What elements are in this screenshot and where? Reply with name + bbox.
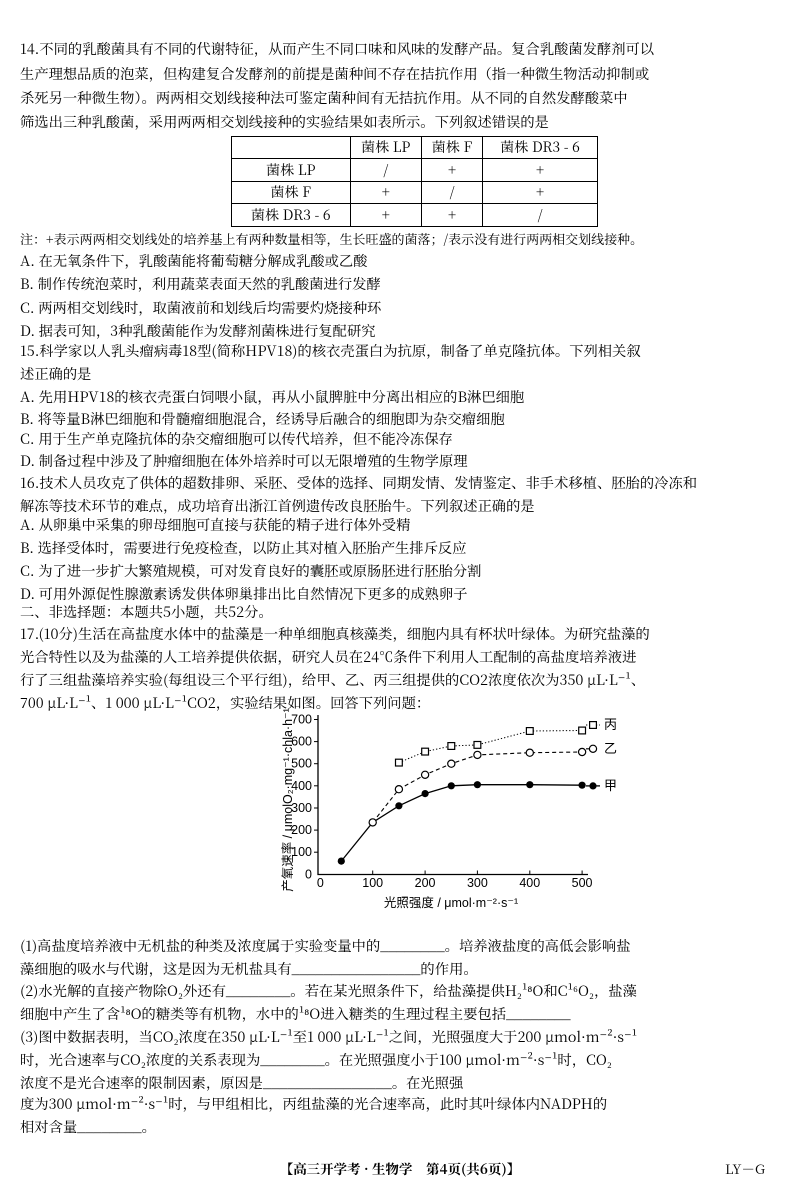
svg-text:产氧速率 / μmolO₂·mg⁻¹·chla·h⁻¹: 产氧速率 / μmolO₂·mg⁻¹·chla·h⁻¹ [280,708,295,892]
svg-text:丙: 丙 [604,717,617,732]
svg-text:0: 0 [317,876,324,890]
svg-text:100: 100 [362,876,383,890]
svg-text:0: 0 [305,867,312,881]
svg-text:200: 200 [415,876,436,890]
svg-text:甲: 甲 [604,778,617,793]
svg-text:500: 500 [572,876,593,890]
svg-text:光照强度 / μmol·m⁻²·s⁻¹: 光照强度 / μmol·m⁻²·s⁻¹ [384,895,518,910]
svg-text:400: 400 [519,876,540,890]
svg-text:乙: 乙 [604,741,617,756]
svg-text:300: 300 [467,876,488,890]
